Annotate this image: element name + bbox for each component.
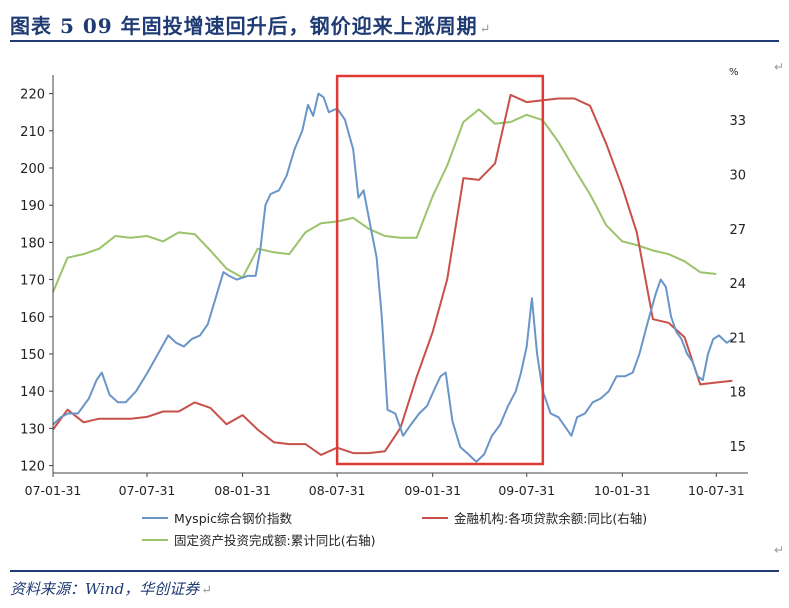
plot-area bbox=[52, 74, 733, 466]
corner-mark-bottom: ↵ bbox=[774, 543, 785, 557]
legend-steel-price-label: Myspic综合钢价指数 bbox=[174, 511, 292, 526]
loan-growth-line bbox=[52, 93, 733, 456]
right-tick-label: 33 bbox=[729, 114, 746, 129]
steel-price-chart: 120 130 140 150 160 170 180 190 200 210 220 15 18 21 2… bbox=[20, 67, 748, 548]
source-bar: 资料来源：Wind，华创证券 ↵ bbox=[10, 570, 779, 602]
left-tick-label: 140 bbox=[20, 385, 45, 400]
chart-title: 图表 5 09 年固投增速回升后，钢价迎来上涨周期 ↵ bbox=[10, 10, 492, 39]
chart-title-text: 图表 5 09 年固投增速回升后，钢价迎来上涨周期 bbox=[10, 14, 478, 38]
left-tick-label: 120 bbox=[20, 460, 45, 475]
legend-fai-growth-label: 固定资产投资完成额:累计同比(右轴) bbox=[174, 533, 375, 548]
left-tick-label: 200 bbox=[20, 162, 45, 177]
x-tick-label: 07-07-31 bbox=[119, 483, 176, 498]
left-tick-label: 220 bbox=[20, 88, 45, 103]
corner-mark-right: ↵ bbox=[774, 60, 785, 74]
title-bar: 图表 5 09 年固投增速回升后，钢价迎来上涨周期 ↵ bbox=[10, 6, 779, 42]
legend: Myspic综合钢价指数 金融机构:各项贷款余额:同比(右轴) 固定资产投资完成额:… bbox=[142, 511, 647, 548]
title-edit-mark: ↵ bbox=[479, 22, 492, 37]
right-tick-label: 30 bbox=[729, 169, 746, 184]
left-tick-label: 180 bbox=[20, 236, 45, 251]
highlight-box bbox=[335, 74, 545, 466]
legend-loan-growth-label: 金融机构:各项贷款余额:同比(右轴) bbox=[454, 511, 647, 526]
x-tick-label: 10-01-31 bbox=[594, 483, 651, 498]
left-tick-label: 190 bbox=[20, 199, 45, 214]
fai-growth-line bbox=[52, 108, 717, 293]
steel-price-line bbox=[52, 92, 733, 463]
source-edit-mark: ↵ bbox=[201, 583, 213, 598]
source-note-text: 资料来源：Wind，华创证券 bbox=[10, 580, 200, 598]
source-note: 资料来源：Wind，华创证券 ↵ bbox=[10, 578, 212, 599]
right-tick-label: 27 bbox=[729, 223, 746, 238]
x-tick-label: 08-01-31 bbox=[214, 483, 271, 498]
right-tick-label: 21 bbox=[729, 331, 746, 346]
axes: 120 130 140 150 160 170 180 190 200 210 220 15 18 21 2… bbox=[20, 67, 748, 498]
x-tick-label: 07-01-31 bbox=[25, 483, 82, 498]
left-tick-label: 130 bbox=[20, 422, 45, 437]
left-tick-label: 150 bbox=[20, 348, 45, 363]
left-tick-label: 210 bbox=[20, 125, 45, 140]
left-tick-label: 170 bbox=[20, 274, 45, 289]
right-axis-unit: % bbox=[729, 67, 739, 78]
x-tick-label: 10-07-31 bbox=[688, 483, 745, 498]
right-tick-label: 24 bbox=[729, 277, 746, 292]
left-tick-label: 160 bbox=[20, 311, 45, 326]
right-tick-label: 15 bbox=[729, 440, 746, 455]
right-tick-label: 18 bbox=[729, 386, 746, 401]
x-tick-label: 09-07-31 bbox=[498, 483, 555, 498]
x-tick-label: 08-07-31 bbox=[309, 483, 366, 498]
x-tick-label: 09-01-31 bbox=[404, 483, 461, 498]
